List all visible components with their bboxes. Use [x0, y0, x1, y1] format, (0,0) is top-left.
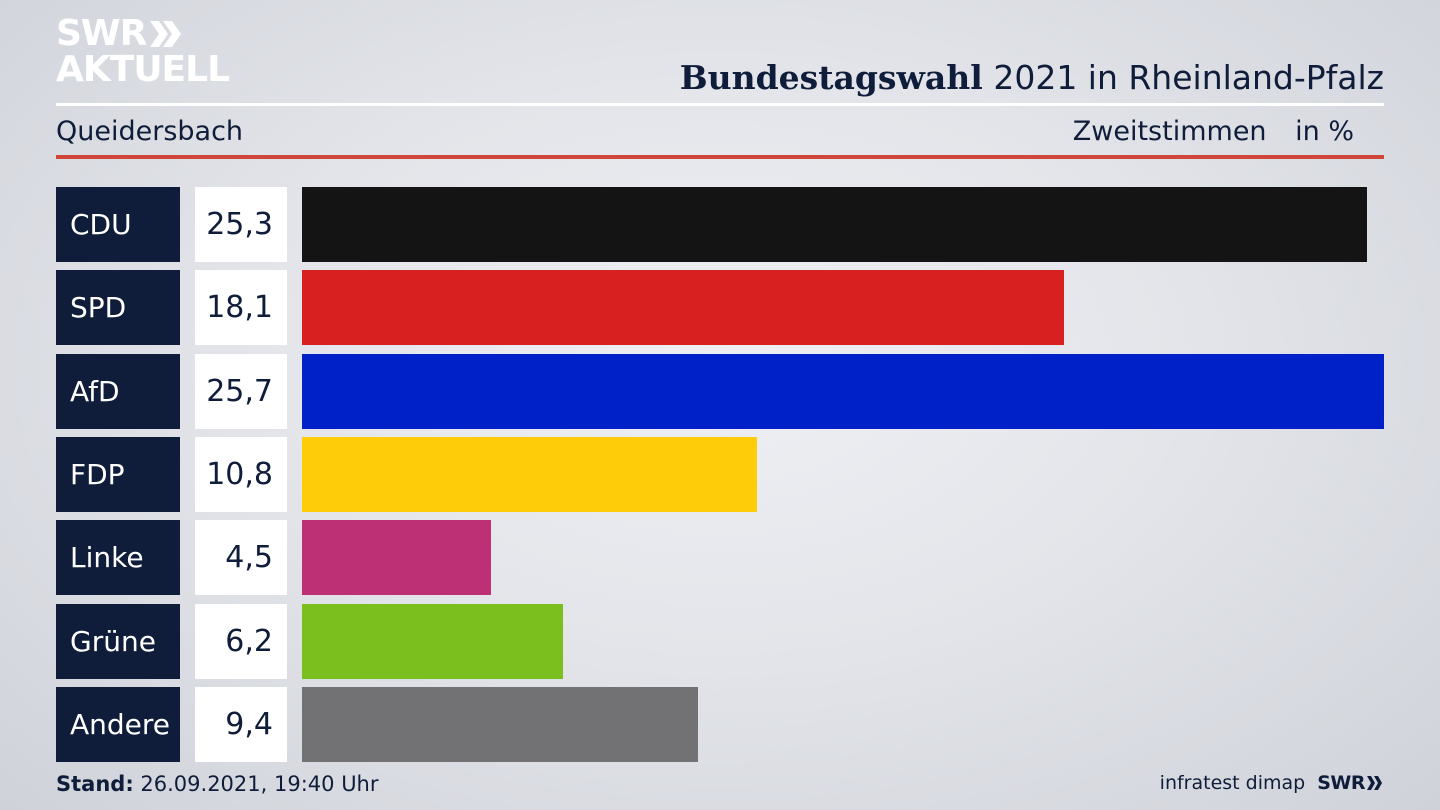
- value-label: 18,1: [195, 270, 287, 346]
- logo-text-swr: SWR: [56, 13, 147, 54]
- bar: [302, 686, 698, 762]
- party-label: CDU: [56, 187, 180, 262]
- title-bold: Bundestagswahl: [679, 58, 983, 97]
- bar: [302, 603, 564, 679]
- title-rest: 2021 in Rheinland-Pfalz: [993, 58, 1384, 97]
- party-label: SPD: [56, 270, 180, 346]
- party-label: Andere: [56, 686, 180, 762]
- accent-divider: [56, 155, 1384, 159]
- double-chevron-icon: [1367, 776, 1382, 790]
- bar: [302, 353, 1384, 429]
- vote-type: Zweitstimmen: [1072, 116, 1267, 147]
- timestamp: Stand: 26.09.2021, 19:40 Uhr: [56, 772, 379, 796]
- value-label: 9,4: [195, 686, 287, 762]
- value-label: 10,8: [195, 436, 287, 512]
- logo-text-aktuell: AKTUELL: [56, 49, 230, 90]
- source-credit: infratest dimap SWR: [1160, 772, 1384, 794]
- bar: [302, 520, 492, 596]
- vote-type-label: Zweitstimmen in %: [1073, 116, 1354, 147]
- double-chevron-icon: [150, 21, 182, 47]
- swr-aktuell-logo: SWR AKTUELL: [56, 13, 230, 90]
- value-label: 4,5: [195, 520, 287, 596]
- party-label: Grüne: [56, 603, 180, 679]
- header-divider: [56, 103, 1384, 106]
- bar: [302, 270, 1065, 346]
- stand-label: Stand:: [56, 772, 134, 796]
- value-label: 25,3: [195, 187, 287, 262]
- swr-small-logo: SWR: [1317, 772, 1384, 794]
- page-title: Bundestagswahl 2021 in Rheinland-Pfalz: [680, 58, 1384, 97]
- location-label: Queidersbach: [56, 116, 244, 147]
- unit-label: in %: [1295, 116, 1354, 147]
- party-label: FDP: [56, 436, 180, 512]
- bar: [302, 436, 757, 512]
- party-label: AfD: [56, 353, 180, 429]
- source-label: infratest dimap: [1159, 772, 1306, 794]
- bar: [302, 187, 1368, 262]
- stand-value: 26.09.2021, 19:40 Uhr: [140, 772, 379, 796]
- broadcaster-label: SWR: [1317, 772, 1365, 794]
- value-label: 6,2: [195, 603, 287, 679]
- party-label: Linke: [56, 520, 180, 596]
- value-label: 25,7: [195, 353, 287, 429]
